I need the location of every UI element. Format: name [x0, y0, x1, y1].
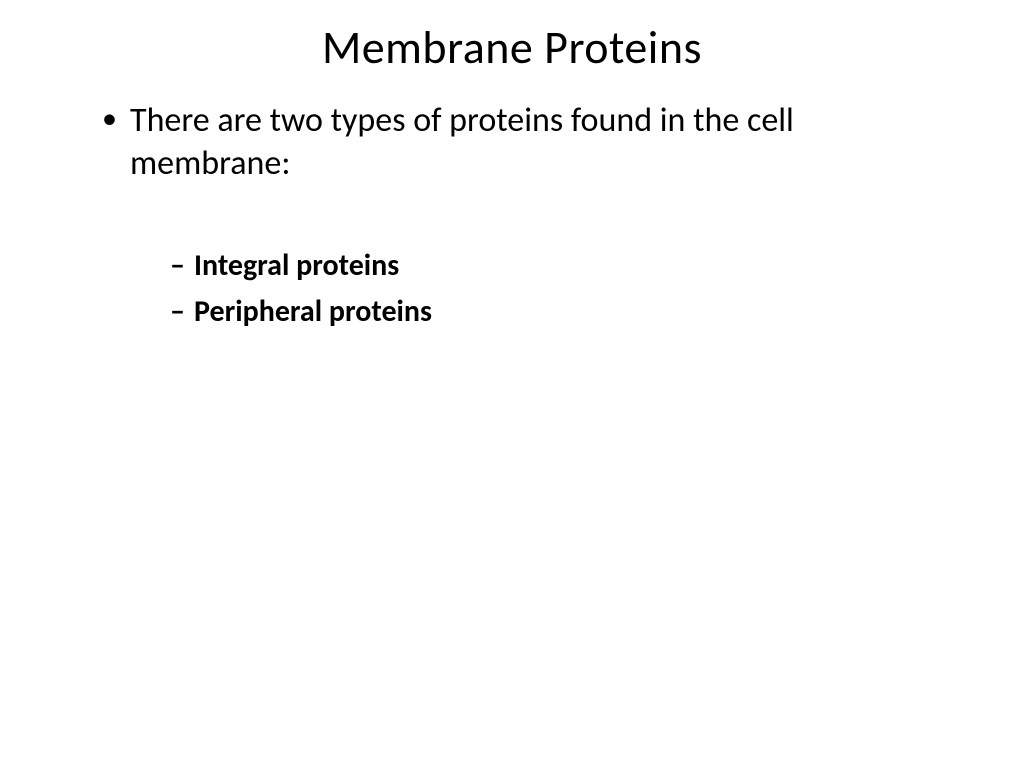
slide-content: There are two types of proteins found in…	[0, 100, 1024, 333]
bullet-list-level-1: There are two types of proteins found in…	[70, 100, 954, 333]
list-item: Integral proteins	[170, 245, 954, 287]
bullet-list-level-2: Integral proteins Peripheral proteins	[130, 245, 954, 333]
bullet-text: There are two types of proteins found in…	[130, 100, 794, 184]
list-item: Peripheral proteins	[170, 291, 954, 333]
list-item: There are two types of proteins found in…	[102, 100, 954, 333]
sub-bullet-text: Integral proteins	[194, 247, 399, 284]
sub-bullet-text: Peripheral proteins	[194, 293, 432, 330]
slide-title: Membrane Proteins	[0, 20, 1024, 76]
